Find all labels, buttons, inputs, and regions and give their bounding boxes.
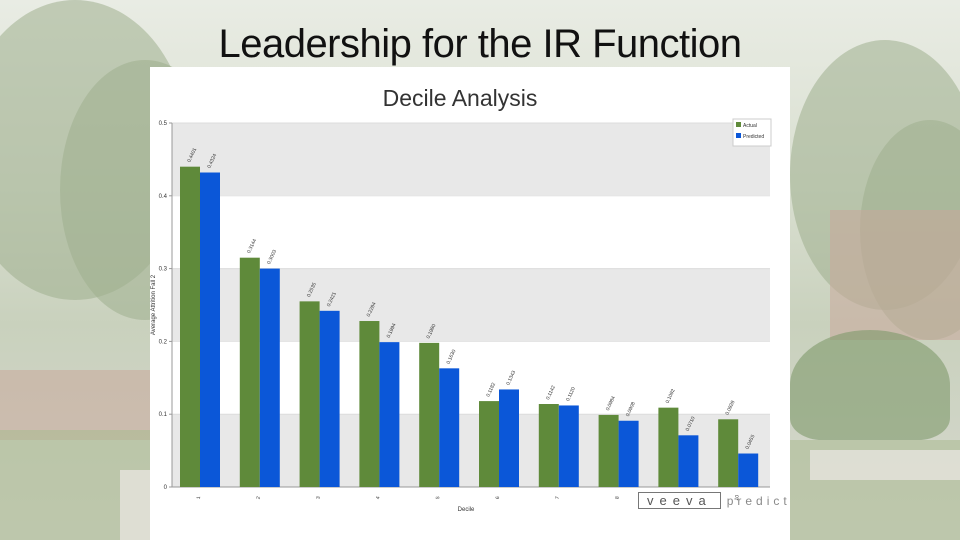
data-label: 0.1630 (446, 349, 458, 366)
data-label: 0.3003 (266, 249, 278, 266)
bar-actual-1 (180, 166, 200, 487)
data-label: 0.1182 (485, 382, 497, 398)
decile-bar-chart: 0 0.1 0.2 0.3 0.4 0.5 Average Attrition Fall 2… (151, 118, 772, 513)
bar-predicted-4 (379, 342, 400, 487)
y-tick-label: 0.5 (159, 121, 168, 127)
legend-swatch (736, 133, 741, 138)
data-label: 0.1120 (565, 386, 577, 402)
bar-predicted-10 (738, 453, 759, 487)
legend-label: Predicted (743, 134, 764, 140)
x-tick-label: 7 (555, 496, 561, 500)
data-label: 0.1343 (505, 370, 517, 387)
x-tick-label: 8 (614, 496, 620, 500)
bar-actual-3 (299, 301, 320, 487)
bar-predicted-3 (319, 310, 340, 487)
legend-swatch (736, 122, 741, 127)
bar-actual-4 (359, 321, 380, 487)
y-tick-label: 0.3 (159, 267, 168, 273)
data-label: 0.2535 (306, 282, 318, 299)
y-tick-label: 0.1 (159, 412, 168, 418)
data-label: 0.0928 (725, 400, 737, 417)
x-tick-label: 4 (375, 496, 381, 500)
data-label: 0.4401 (186, 147, 198, 164)
data-label: 0.0710 (685, 416, 697, 433)
logo-text: predict (726, 493, 791, 508)
data-label: 0.2421 (326, 291, 338, 308)
bar-actual-10 (718, 419, 739, 487)
vendor-logo: veeva predict (638, 492, 791, 509)
bar-predicted-5 (439, 368, 460, 487)
data-label: 0.1994 (386, 322, 398, 339)
data-label: 0.1980 (426, 323, 438, 340)
bar-actual-8 (598, 414, 619, 487)
x-tick-label: 1 (196, 496, 202, 500)
bar-actual-6 (479, 401, 499, 487)
bar-predicted-2 (259, 268, 280, 487)
x-tick-label: 5 (435, 496, 441, 500)
data-label: 0.0984 (605, 395, 617, 412)
chart-title: Decile Analysis (382, 85, 538, 111)
legend-label: Actual (743, 123, 757, 129)
slide-title: Leadership for the IR Function (218, 22, 742, 66)
data-label: 0.4324 (206, 153, 218, 170)
x-tick-label: 3 (315, 496, 321, 500)
logo-boxed-text: veeva (638, 492, 721, 509)
data-label: 0.1092 (665, 388, 677, 405)
data-label: 0.0455 (745, 434, 757, 451)
data-label: 0.3144 (246, 238, 258, 255)
bar-actual-5 (419, 342, 440, 487)
x-axis-label: Decile (458, 507, 475, 513)
bar-actual-2 (239, 257, 260, 487)
data-label: 0.1142 (545, 385, 557, 401)
y-tick-label: 0.4 (159, 194, 168, 200)
bar-predicted-7 (558, 405, 579, 487)
grid-band (172, 123, 770, 196)
x-tick-label: 2 (256, 496, 262, 500)
chart-panel: Decile Analysis 0 0.1 0.2 0.3 0.4 0.5 Average … (150, 67, 790, 540)
bar-predicted-1 (200, 172, 220, 487)
bar-actual-9 (658, 407, 679, 487)
data-label: 0.2284 (366, 301, 378, 318)
y-tick-label: 0.2 (159, 339, 168, 345)
legend-box (732, 118, 772, 147)
data-label: 0.0908 (625, 401, 637, 418)
bar-predicted-6 (499, 389, 519, 487)
bar-predicted-8 (618, 420, 639, 487)
x-tick-label: 10 (734, 494, 741, 501)
y-axis-label: Average Attrition Fall 2 (151, 274, 157, 335)
bar-predicted-9 (678, 435, 699, 487)
x-tick-label: 6 (495, 496, 501, 500)
y-tick-label: 0 (164, 485, 168, 491)
bar-actual-7 (538, 404, 559, 487)
